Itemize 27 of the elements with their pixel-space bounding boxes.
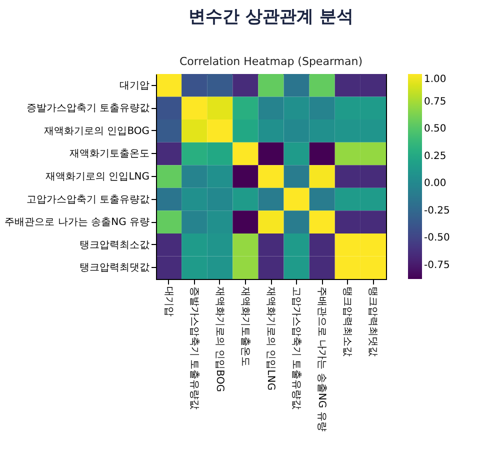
color-bar-label: -0.25 (424, 205, 450, 216)
color-bar-label: -0.75 (424, 260, 450, 271)
y-tick-label: 탱크압력최댓값 (80, 262, 150, 274)
y-tick-label: 탱크압력최소값 (80, 240, 150, 251)
color-bar-label: 1.00 (424, 74, 446, 85)
color-bar-label: 0.75 (424, 96, 446, 108)
chart-subtitle: Correlation Heatmap (Spearman) (180, 55, 362, 68)
y-tick-label: 대기압 (120, 80, 150, 92)
x-tick-label: 주배관으로 나가는 송출NG 유량 (316, 286, 328, 432)
x-tick-label: 재액화기토출온도 (239, 286, 250, 366)
x-tick-label: 재액화기로의 인입LNG (265, 286, 276, 390)
y-tick-label: 증발가스압축기 토출유량값 (26, 103, 150, 114)
x-tick-label: 고압가스압축기 토출유량값 (290, 286, 302, 410)
color-bar-label: 0.50 (424, 124, 446, 135)
color-bar-label: 0.00 (424, 178, 446, 190)
y-tick-label: 재액화기로의 인입BOG (44, 126, 150, 137)
y-tick-label: 고압가스압축기 토출유량값 (26, 194, 150, 206)
x-tick-label: 탱크압력최댓값 (367, 286, 378, 356)
y-tick-label: 재액화기토출온도 (70, 148, 150, 160)
x-tick-label: 대기압 (162, 286, 174, 316)
color-bar-label: -0.50 (424, 232, 450, 244)
chart-title: 변수간 상관관계 분석 (188, 7, 354, 27)
y-tick-label: 재액화기로의 인입LNG (46, 172, 150, 182)
x-tick-label: 탱크압력최소값 (342, 286, 353, 356)
y-tick-label: 주배관으로 나가는 송출NG 유량 (4, 217, 150, 228)
x-tick-label: 재액화기로의 인입BOG (214, 286, 225, 392)
color-bar-label: 0.25 (424, 150, 446, 162)
